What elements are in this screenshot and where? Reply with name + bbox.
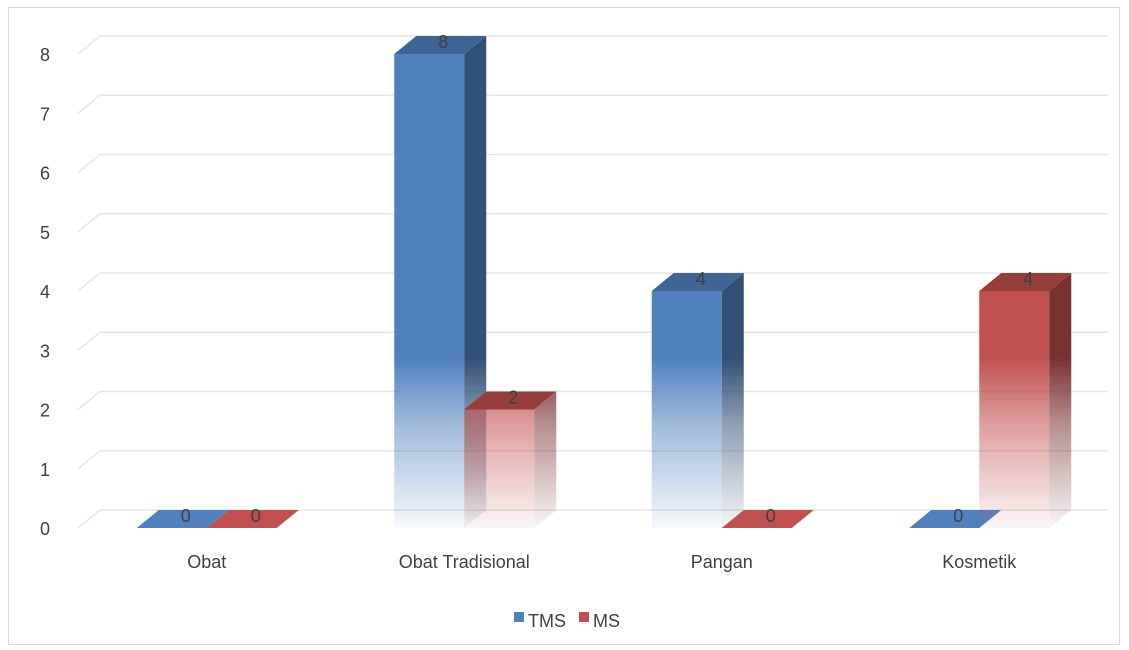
gridline	[77, 213, 1108, 233]
data-label: 0	[181, 506, 191, 526]
x-category-label: Obat	[187, 552, 226, 572]
data-label: 4	[696, 269, 706, 289]
legend-label-tms: TMS	[528, 611, 566, 631]
gridline	[77, 331, 1108, 351]
gridline	[77, 390, 1108, 411]
bar-top	[651, 273, 744, 291]
bar-top	[909, 510, 1002, 528]
legend-label-ms: MS	[593, 611, 620, 631]
legend-swatch-ms	[579, 612, 589, 622]
data-label: 0	[766, 506, 776, 526]
bar-top	[721, 510, 814, 528]
chart-frame	[8, 7, 1120, 645]
y-tick-label: 8	[40, 45, 50, 65]
data-label: 2	[508, 388, 518, 408]
data-label: 0	[953, 506, 963, 526]
bar-side	[534, 391, 557, 528]
legend-swatch-tms	[514, 612, 524, 622]
y-tick-label: 6	[40, 164, 50, 184]
x-category-label: Kosmetik	[942, 552, 1017, 572]
bar-top	[394, 36, 487, 54]
bar-top	[136, 510, 229, 528]
y-tick-label: 3	[40, 341, 50, 361]
data-label: 0	[251, 506, 261, 526]
bar-top	[979, 273, 1072, 291]
bar-top	[464, 391, 557, 410]
y-tick-label: 2	[40, 401, 50, 421]
bar-top	[206, 510, 299, 528]
y-tick-label: 1	[40, 460, 50, 480]
bar-front	[394, 54, 465, 528]
y-tick-label: 4	[40, 282, 50, 302]
bar-side	[1049, 273, 1072, 528]
bar-front	[979, 291, 1050, 528]
y-tick-label: 0	[40, 519, 50, 539]
gridline	[77, 153, 1108, 174]
gridline	[77, 35, 1108, 55]
gridline	[77, 272, 1108, 292]
bar-front	[651, 291, 722, 528]
data-label: 4	[1023, 269, 1033, 289]
x-category-label: Pangan	[691, 552, 753, 572]
y-tick-label: 5	[40, 223, 50, 243]
gridline	[77, 94, 1108, 114]
bar-front	[464, 409, 535, 528]
data-label: 8	[438, 32, 448, 52]
gridline	[77, 450, 1108, 470]
bar-side	[721, 273, 744, 528]
x-category-label: Obat Tradisional	[399, 552, 530, 572]
y-tick-label: 7	[40, 104, 50, 124]
